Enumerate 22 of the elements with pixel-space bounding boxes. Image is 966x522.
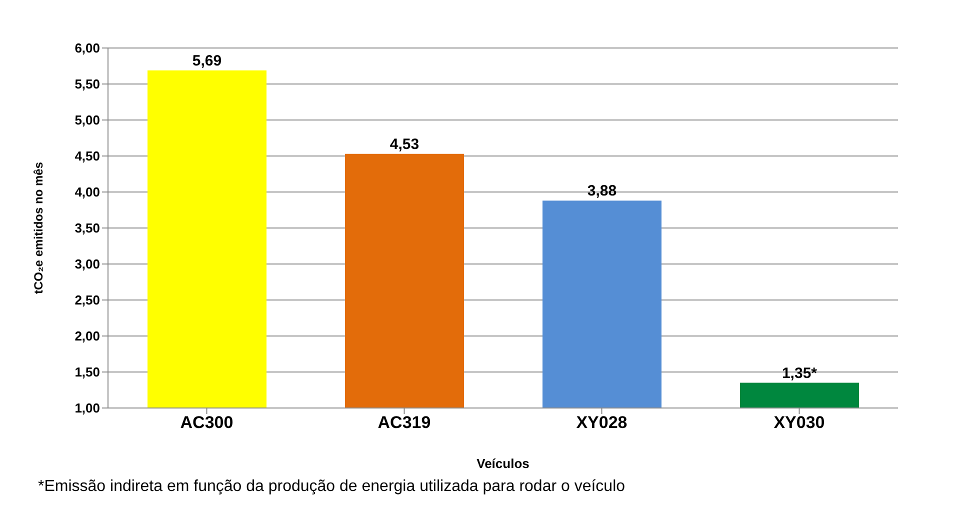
x-tick-label: XY030 — [774, 413, 825, 432]
x-tick-label: AC319 — [378, 413, 431, 432]
data-label: 4,53 — [390, 136, 420, 153]
y-tick-label: 5,50 — [74, 76, 100, 92]
y-axis-title: tCO₂e emitidos no mês — [31, 162, 46, 294]
x-tick-label: AC300 — [180, 413, 234, 432]
y-tick-label: 4,50 — [74, 148, 100, 164]
y-tick-label: 2,50 — [74, 292, 100, 308]
text: *Emissão indireta em função da produção de energia utilizada para rodar o veículo — [38, 478, 626, 496]
y-tick-label: 4,00 — [74, 184, 100, 200]
y-tick-label: 1,50 — [74, 364, 100, 380]
data-label: 1,35* — [782, 364, 818, 382]
data-label: 5,69 — [192, 52, 222, 70]
y-tick-label: 6,00 — [74, 40, 100, 56]
data-label: 3,88 — [587, 182, 617, 200]
y-tick-label: 1,00 — [74, 400, 100, 416]
x-tick-label: XY028 — [576, 413, 628, 432]
y-tick-label: 3,00 — [74, 256, 100, 272]
y-tick-label: 3,50 — [74, 220, 100, 236]
y-tick-label: 2,00 — [74, 328, 100, 344]
y-tick-label: 5,00 — [74, 112, 100, 128]
x-axis-title: Veículos — [476, 456, 530, 471]
